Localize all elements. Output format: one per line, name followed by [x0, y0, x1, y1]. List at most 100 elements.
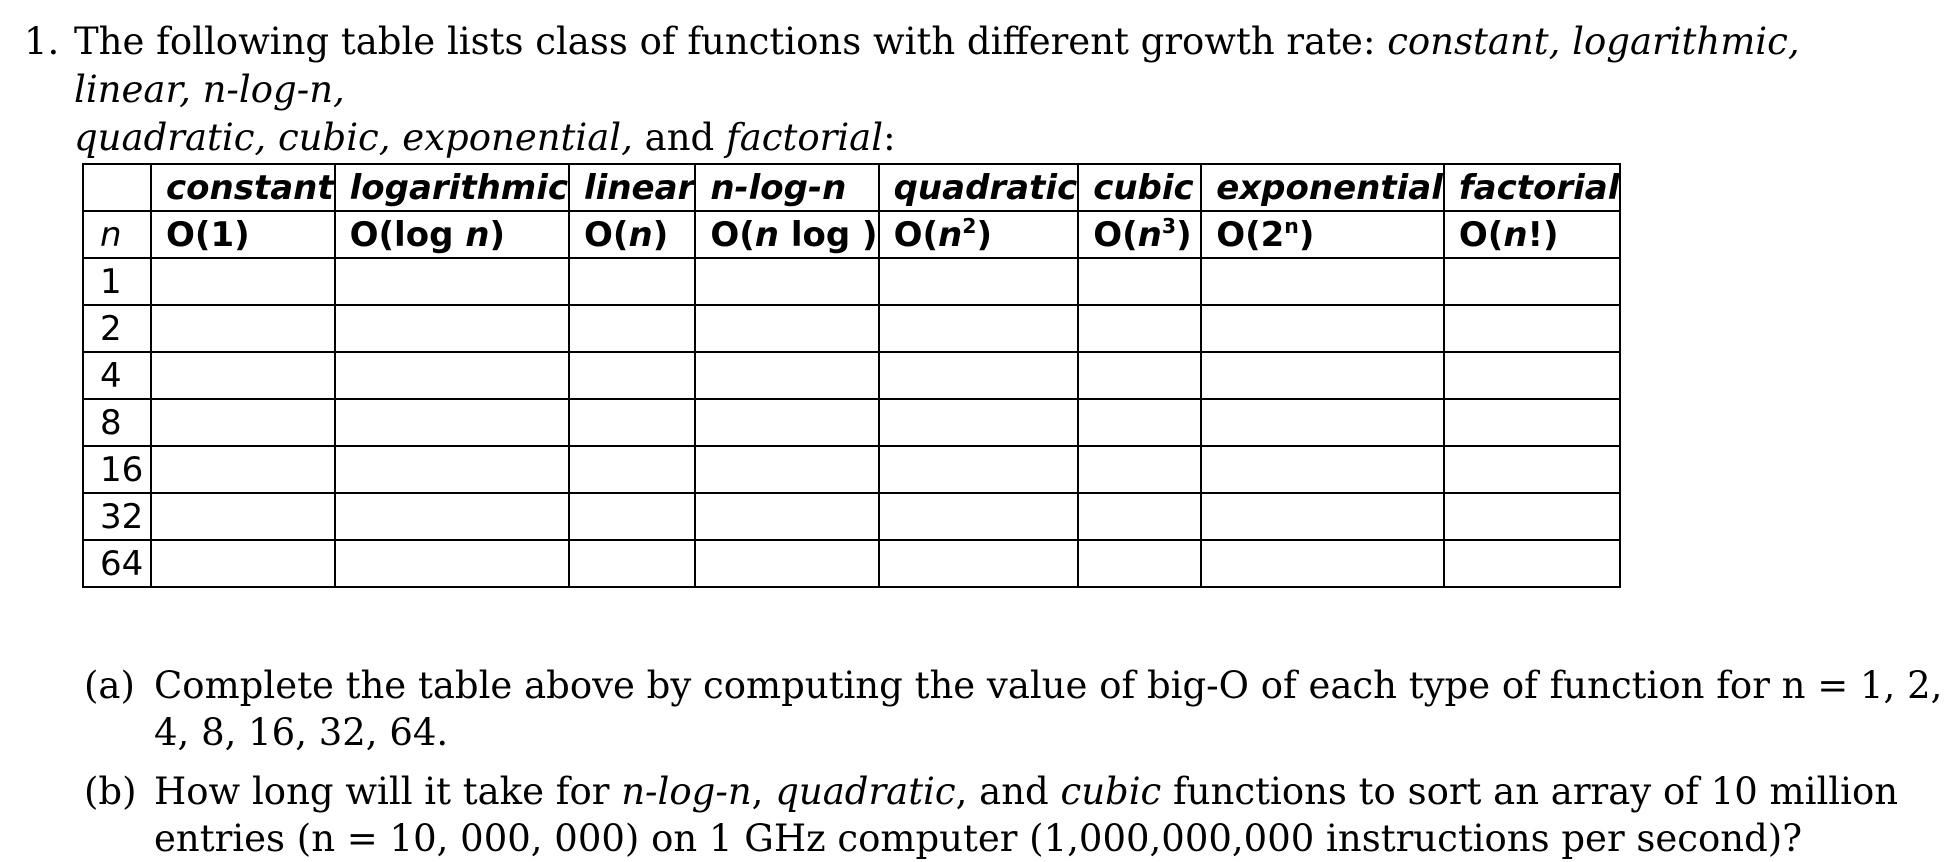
empty-answer-cell: [694, 257, 880, 306]
order-post: ): [1543, 214, 1559, 255]
order-var: n: [628, 214, 653, 255]
empty-answer-cell: [1200, 398, 1445, 447]
order-cell: O(n!): [1442, 210, 1622, 259]
order-post: ): [862, 214, 878, 255]
empty-answer-cell: [1077, 398, 1203, 447]
empty-answer-cell: [150, 257, 336, 306]
part-b-sep1: ,: [751, 770, 776, 813]
part-b-f3: cubic: [1060, 770, 1162, 813]
empty-answer-cell: [150, 304, 336, 353]
empty-answer-cell: [333, 257, 571, 306]
empty-answer-cell: [333, 539, 571, 588]
order-cell: O(log n): [333, 210, 571, 259]
empty-answer-cell: [694, 445, 880, 494]
table-row: 8: [82, 398, 1622, 447]
order-pre: O(: [166, 214, 211, 255]
n-value-cell: 1: [82, 257, 152, 306]
empty-answer-cell: [568, 257, 697, 306]
n-column-header: n: [82, 210, 152, 259]
header-linear: linear: [568, 163, 697, 212]
empty-answer-cell: [333, 445, 571, 494]
classes-line-1: constant, logarithmic, linear, n-log-n,: [74, 20, 1800, 111]
empty-answer-cell: [694, 351, 880, 400]
order-post: ): [652, 214, 669, 255]
intro-prefix: The following table lists class of funct…: [74, 20, 1388, 63]
empty-answer-cell: [1077, 539, 1203, 588]
part-a-label: (a): [84, 664, 135, 707]
table-row: 1: [82, 257, 1622, 306]
order-var: n: [1503, 214, 1528, 255]
empty-answer-cell: [877, 398, 1080, 447]
empty-answer-cell: [1442, 351, 1622, 400]
empty-answer-cell: [1077, 257, 1203, 306]
empty-answer-cell: [568, 492, 697, 541]
order-cell: O(1): [150, 210, 336, 259]
empty-answer-cell: [150, 398, 336, 447]
header-row-orders: n O(1) O(log n) O(n) O(n log ) O(n2) O(n3) O(2n…: [82, 210, 1622, 259]
empty-answer-cell: [1077, 304, 1203, 353]
order-var: n: [1137, 214, 1162, 255]
order-pre: O(2: [1216, 214, 1285, 255]
part-a: (a) Complete the table above by computin…: [84, 662, 1944, 756]
empty-answer-cell: [150, 492, 336, 541]
problem-intro: The following table lists class of funct…: [74, 18, 1924, 162]
order-post: ): [489, 214, 506, 255]
empty-answer-cell: [333, 351, 571, 400]
order-post: ): [234, 214, 250, 255]
n-value-cell: 8: [82, 398, 152, 447]
n-value-cell: 4: [82, 351, 152, 400]
header-row-classes: constant logarithmic linear n-log-n quadrati…: [82, 163, 1622, 212]
empty-answer-cell: [333, 492, 571, 541]
empty-answer-cell: [1442, 304, 1622, 353]
empty-answer-cell: [1442, 492, 1622, 541]
order-pre: O(: [893, 214, 939, 255]
n-value-cell: 64: [82, 539, 152, 588]
order-pre: O(: [1093, 214, 1138, 255]
order-sup: 3: [1161, 213, 1177, 238]
empty-answer-cell: [150, 445, 336, 494]
empty-answer-cell: [568, 445, 697, 494]
order-cell: O(n log ): [694, 210, 880, 259]
empty-answer-cell: [877, 304, 1080, 353]
empty-answer-cell: [150, 539, 336, 588]
table-row: 64: [82, 539, 1622, 588]
empty-answer-cell: [1442, 257, 1622, 306]
order-var: n: [465, 214, 490, 255]
empty-answer-cell: [877, 257, 1080, 306]
empty-answer-cell: [568, 304, 697, 353]
order-cell: O(n): [568, 210, 697, 259]
empty-answer-cell: [568, 398, 697, 447]
table-row: 2: [82, 304, 1622, 353]
order-pre: O(log: [349, 214, 466, 255]
order-post: ): [1298, 214, 1315, 255]
order-mid: !: [1527, 214, 1544, 255]
order-pre: O(: [1458, 214, 1504, 255]
empty-answer-cell: [333, 304, 571, 353]
order-pre: O(: [584, 214, 629, 255]
intro-end: :: [883, 116, 896, 159]
n-value-cell: 2: [82, 304, 152, 353]
order-cell: O(2n): [1200, 210, 1445, 259]
empty-answer-cell: [694, 304, 880, 353]
empty-answer-cell: [1077, 445, 1203, 494]
sub-questions: (a) Complete the table above by computin…: [84, 662, 1944, 862]
order-mid: 1: [210, 214, 235, 255]
part-b: (b) How long will it take for n-log-n, q…: [84, 768, 1944, 862]
empty-answer-cell: [1442, 539, 1622, 588]
empty-answer-cell: [150, 351, 336, 400]
empty-answer-cell: [694, 398, 880, 447]
problem-statement: 1. The following table lists class of fu…: [24, 18, 1924, 162]
empty-answer-cell: [1442, 445, 1622, 494]
part-a-text: Complete the table above by computing th…: [154, 664, 1943, 754]
order-mid: log: [779, 214, 863, 255]
growth-rate-table: constant logarithmic linear n-log-n quadrati…: [82, 163, 1622, 588]
n-value-cell: 32: [82, 492, 152, 541]
empty-answer-cell: [877, 445, 1080, 494]
empty-answer-cell: [333, 398, 571, 447]
empty-answer-cell: [1200, 492, 1445, 541]
empty-answer-cell: [1442, 398, 1622, 447]
header-cubic: cubic: [1077, 163, 1203, 212]
header-corner: [82, 163, 152, 212]
empty-answer-cell: [1077, 351, 1203, 400]
part-b-f1: n-log-n: [621, 770, 752, 813]
